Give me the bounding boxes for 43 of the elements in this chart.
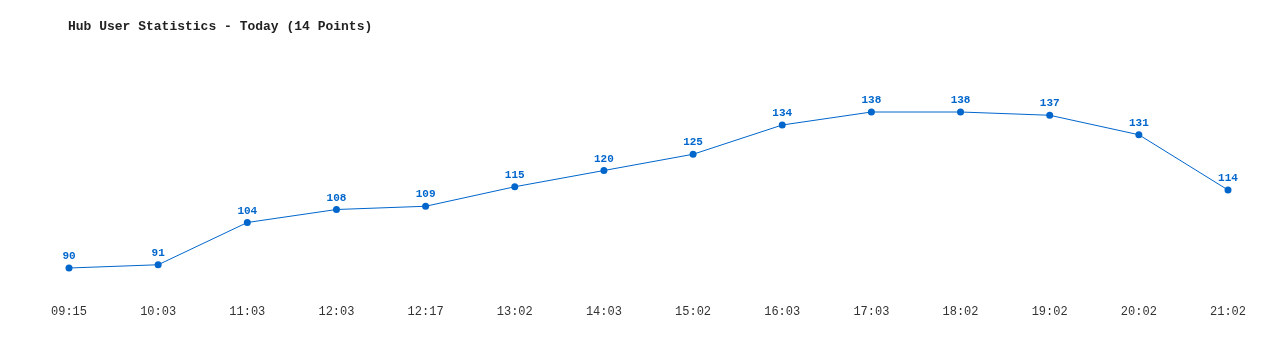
point [422, 202, 430, 210]
x-tick-label: 10:03 [140, 305, 177, 319]
data-label: 134 [772, 107, 793, 119]
data-label: 104 [237, 204, 258, 217]
data-label: 138 [950, 94, 971, 106]
data-label: 131 [1128, 116, 1150, 129]
x-tick-label: 21:02 [1209, 305, 1247, 319]
x-tick-label: 16:03 [764, 305, 801, 319]
point [600, 167, 608, 174]
data-label: 125 [683, 136, 704, 149]
point [1046, 111, 1054, 119]
x-tick-label: 19:02 [1031, 305, 1068, 319]
point [154, 261, 162, 269]
x-tick-label: 12:17 [407, 305, 444, 319]
x-tick-label: 18:02 [942, 305, 979, 319]
point [689, 150, 697, 158]
data-label: 120 [594, 152, 614, 165]
data-label: 108 [326, 191, 347, 204]
point [65, 264, 73, 272]
x-tick-label: 14:03 [585, 305, 622, 319]
x-tick-label: 09:15 [50, 305, 88, 319]
chart-title: Hub User Statistics - Today (14 Points) [68, 19, 373, 34]
point [957, 108, 965, 116]
x-tick-label: 13:02 [496, 305, 533, 319]
x-tick-label: 11:03 [229, 305, 266, 319]
data-label: 114 [1218, 172, 1239, 184]
point [778, 121, 786, 129]
x-tick-label: 20:02 [1120, 305, 1157, 319]
point [332, 206, 340, 213]
point [1135, 131, 1143, 139]
point [1224, 186, 1232, 194]
point [511, 183, 519, 191]
x-tick-label: 17:03 [853, 305, 890, 319]
x-tick-label: 12:03 [318, 305, 355, 319]
point [867, 108, 875, 116]
data-label: 115 [504, 168, 526, 181]
data-label: 137 [1039, 97, 1060, 110]
x-tick-label: 15:02 [675, 305, 712, 319]
data-label: 109 [415, 188, 436, 201]
point [243, 219, 251, 226]
data-label: 91 [151, 246, 166, 259]
data-label: 138 [861, 94, 882, 106]
data-label: 90 [62, 250, 76, 262]
